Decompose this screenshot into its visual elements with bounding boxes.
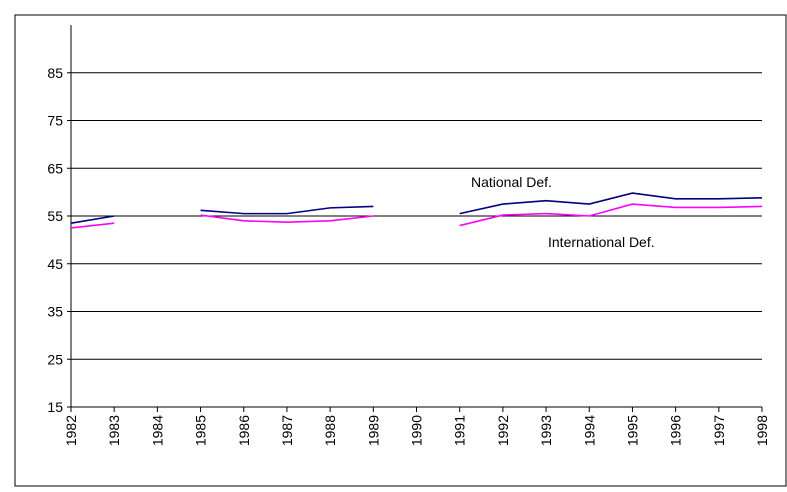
x-tick-label: 1985 <box>193 415 209 446</box>
x-tick-label: 1987 <box>279 415 295 446</box>
y-tick-label: 65 <box>47 160 63 176</box>
x-tick-label: 1983 <box>106 415 122 446</box>
x-tick-label: 1998 <box>754 415 770 446</box>
y-tick-label: 45 <box>47 256 63 272</box>
x-tick-label: 1995 <box>624 415 640 446</box>
x-tick-label: 1993 <box>538 415 554 446</box>
y-tick-label: 75 <box>47 113 63 129</box>
x-tick-label: 1982 <box>63 415 79 446</box>
x-tick-label: 1990 <box>409 415 425 446</box>
x-tick-label: 1989 <box>365 415 381 446</box>
x-tick-label: 1988 <box>322 415 338 446</box>
x-tick-label: 1991 <box>452 415 468 446</box>
x-tick-label: 1996 <box>668 415 684 446</box>
x-tick-label: 1984 <box>149 415 165 446</box>
y-tick-label: 25 <box>47 351 63 367</box>
y-tick-label: 15 <box>47 399 63 415</box>
y-tick-label: 55 <box>47 208 63 224</box>
series-line <box>70 203 763 229</box>
y-tick-label: 35 <box>47 304 63 320</box>
x-tick-label: 1997 <box>711 415 727 446</box>
series-label: National Def. <box>471 174 552 190</box>
series-label: International Def. <box>548 234 655 250</box>
y-tick-label: 85 <box>47 65 63 81</box>
series-line <box>70 192 763 224</box>
x-tick-label: 1994 <box>581 415 597 446</box>
x-tick-label: 1986 <box>236 415 252 446</box>
x-tick-label: 1992 <box>495 415 511 446</box>
